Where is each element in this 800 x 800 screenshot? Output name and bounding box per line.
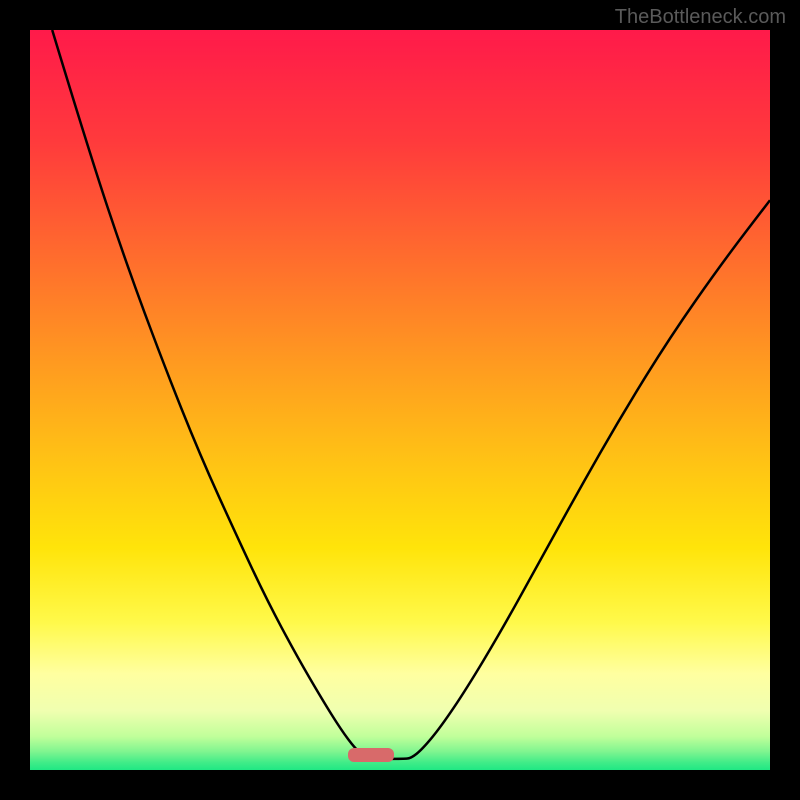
bottleneck-curve: [52, 30, 770, 759]
chart-svg: [30, 30, 770, 770]
bottleneck-marker: [348, 748, 394, 762]
watermark-text: TheBottleneck.com: [615, 6, 786, 29]
gradient-background: [30, 30, 770, 770]
plot-area: [30, 30, 770, 770]
